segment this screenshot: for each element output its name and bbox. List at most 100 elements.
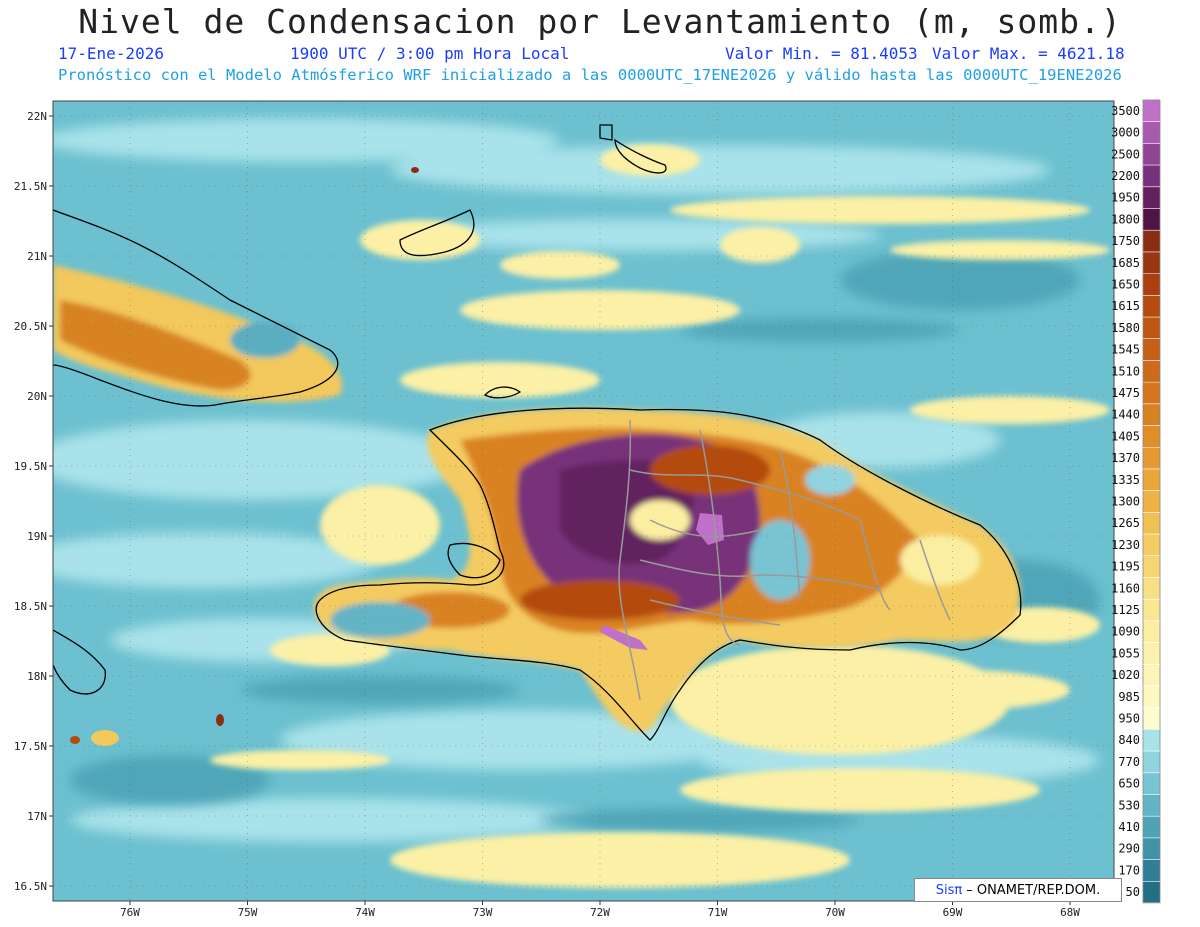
colorbar-label: 1750 (1111, 234, 1140, 248)
map-title: Nivel de Condensacion por Levantamiento … (78, 2, 1122, 41)
lat-label: 18.5N (14, 600, 47, 613)
colorbar-label: 1800 (1111, 212, 1140, 226)
latitude-labels: 22N 21.5N 21N 20.5N 20N 19.5N 19N 18.5N 18N 17.5N… (14, 110, 47, 893)
colorbar-swatch (1143, 490, 1160, 513)
colorbar-label: 1090 (1111, 625, 1140, 639)
colorbar-label: 170 (1118, 863, 1140, 877)
colorbar-label: 1510 (1111, 364, 1140, 378)
colorbar-label: 650 (1118, 777, 1140, 791)
coastlines (53, 124, 1022, 741)
credit-text: – ONAMET/REP.DOM. (966, 882, 1101, 898)
lat-label: 19.5N (14, 460, 47, 473)
colorbar-label: 1055 (1111, 646, 1140, 660)
colorbar-swatch (1143, 468, 1160, 492)
lat-label: 22N (27, 110, 47, 123)
colorbar-label: 950 (1118, 712, 1140, 726)
longitude-labels: 76W 75W 74W 73W 72W 71W 70W 69W 68W (120, 906, 1080, 919)
colorbar-swatch (1143, 382, 1160, 405)
colorbar-swatch (1143, 881, 1160, 904)
map-frame (52, 100, 1115, 902)
province-borders (618, 419, 951, 701)
colorbar-swatch (1143, 143, 1160, 166)
colorbar-label: 770 (1118, 755, 1140, 769)
colorbar-swatch (1143, 251, 1160, 275)
lat-label: 18N (27, 670, 47, 683)
min-value-label: Valor Min. = 81.4053 (725, 44, 918, 63)
colorbar-swatch (1143, 121, 1160, 144)
colorbar-swatch (1143, 599, 1160, 622)
lat-label: 21.5N (14, 180, 47, 193)
colorbar-swatch (1143, 208, 1160, 231)
colorbar-label: 290 (1118, 842, 1140, 856)
colorbar-label: 1615 (1111, 299, 1140, 313)
colorbar-label: 530 (1118, 798, 1140, 812)
colorbar-swatch (1143, 165, 1160, 188)
lat-label: 16.5N (14, 880, 47, 893)
colorbar-swatch (1143, 295, 1160, 318)
colorbar-label: 3000 (1111, 126, 1140, 140)
sispi-logo: Sisπ (935, 882, 963, 898)
time-label: 1900 UTC / 3:00 pm Hora Local (290, 44, 570, 63)
lat-label: 20N (27, 390, 47, 403)
colorbar-swatch (1143, 837, 1160, 861)
colorbar-label: 50 (1126, 885, 1140, 899)
colorbar-swatch (1143, 685, 1160, 709)
colorbar: 3500 3000 2500 2200 1950 1800 1750 1685 1650 1615… (1111, 99, 1161, 904)
colorbar-label: 2200 (1111, 169, 1140, 183)
lon-label: 73W (473, 906, 493, 919)
colorbar-label: 3500 (1111, 104, 1140, 118)
lon-label: 74W (355, 906, 375, 919)
colorbar-label: 1440 (1111, 408, 1140, 422)
colorbar-swatch (1143, 642, 1160, 665)
colorbar-label: 1685 (1111, 256, 1140, 270)
colorbar-swatch (1143, 317, 1160, 340)
colorbar-label: 1230 (1111, 538, 1140, 552)
colorbar-swatch (1143, 664, 1160, 687)
lon-label: 76W (120, 906, 140, 919)
colorbar-swatch (1143, 859, 1160, 882)
colorbar-label: 1335 (1111, 473, 1140, 487)
colorbar-swatch (1143, 534, 1160, 557)
colorbar-label: 1405 (1111, 429, 1140, 443)
gridlines (49, 101, 1114, 905)
colorbar-label: 1160 (1111, 581, 1140, 595)
colorbar-label: 1370 (1111, 451, 1140, 465)
colorbar-swatch (1143, 555, 1160, 578)
colorbar-swatch (1143, 425, 1160, 448)
lon-label: 69W (943, 906, 963, 919)
colorbar-swatch (1143, 816, 1160, 839)
lon-label: 72W (590, 906, 610, 919)
colorbar-swatch (1143, 273, 1160, 296)
lon-label: 71W (708, 906, 728, 919)
date-label: 17-Ene-2026 (58, 44, 164, 63)
colorbar-label: 1475 (1111, 386, 1140, 400)
lat-label: 20.5N (14, 320, 47, 333)
colorbar-label: 1020 (1111, 668, 1140, 682)
colorbar-label: 1265 (1111, 516, 1140, 530)
lat-label: 17N (27, 810, 47, 823)
colorbar-label: 2500 (1111, 147, 1140, 161)
lat-label: 19N (27, 530, 47, 543)
forecast-info: Pronóstico con el Modelo Atmósferico WRF… (58, 66, 1122, 84)
colorbar-label: 410 (1118, 820, 1140, 834)
lat-label: 21N (27, 250, 47, 263)
colorbar-swatch (1143, 577, 1160, 600)
colorbar-swatch (1143, 772, 1160, 795)
colorbar-label: 1950 (1111, 191, 1140, 205)
max-value-label: Valor Max. = 4621.18 (932, 44, 1125, 63)
colorbar-label: 1650 (1111, 277, 1140, 291)
colorbar-label: 1580 (1111, 321, 1140, 335)
colorbar-label: 1545 (1111, 343, 1140, 357)
colorbar-swatch (1143, 186, 1160, 210)
colorbar-swatch (1143, 338, 1160, 361)
colorbar-swatch (1143, 512, 1160, 535)
lon-label: 68W (1060, 906, 1080, 919)
colorbar-swatch (1143, 230, 1160, 253)
colorbar-swatch (1143, 751, 1160, 774)
lcl-field (53, 101, 1114, 901)
colorbar-swatch (1143, 794, 1160, 817)
colorbar-label: 985 (1118, 690, 1140, 704)
colorbar-swatch (1143, 360, 1160, 383)
colorbar-swatch (1143, 729, 1160, 752)
